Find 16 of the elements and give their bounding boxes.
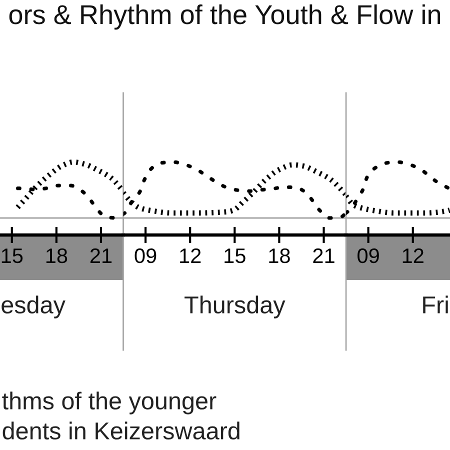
x-tick-label: 21	[313, 248, 334, 263]
x-tick-label: 18	[46, 248, 68, 264]
x-tick-label: 15	[2, 248, 23, 264]
x-tick-label: 12	[180, 248, 201, 263]
x-axis-title: Thursday	[184, 296, 286, 318]
x-tick-label: 18	[269, 248, 290, 264]
x-tick-label: 21	[90, 248, 112, 263]
x-axis-title: esday	[2, 296, 66, 318]
x-tick-label: 15	[224, 248, 246, 264]
x-tick-label: 09	[358, 248, 379, 264]
x-tick-label: 09	[134, 248, 156, 264]
text: ors & Rhythm of the Youth & Flow in	[9, 4, 440, 30]
x-tick-label: 12	[402, 248, 424, 263]
text: thms of the younger	[2, 392, 216, 414]
text: dents in Keizerswaard	[2, 422, 240, 440]
x-axis-title: Fri	[423, 296, 448, 314]
